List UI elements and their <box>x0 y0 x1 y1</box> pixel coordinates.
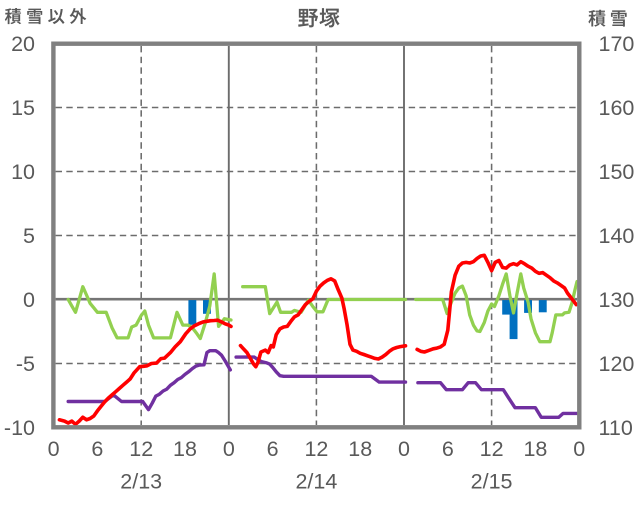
svg-text:12: 12 <box>129 437 153 461</box>
svg-text:150: 150 <box>599 160 635 184</box>
svg-text:10: 10 <box>11 160 35 184</box>
svg-text:20: 20 <box>11 32 35 56</box>
svg-text:-10: -10 <box>4 416 35 440</box>
svg-text:12: 12 <box>480 437 504 461</box>
svg-text:6: 6 <box>267 437 279 461</box>
svg-text:130: 130 <box>599 288 635 312</box>
svg-text:18: 18 <box>173 437 197 461</box>
svg-text:120: 120 <box>599 352 635 376</box>
svg-text:2/13: 2/13 <box>120 470 162 494</box>
svg-text:2/15: 2/15 <box>471 470 513 494</box>
svg-text:12: 12 <box>304 437 328 461</box>
svg-text:15: 15 <box>11 96 35 120</box>
svg-text:6: 6 <box>91 437 103 461</box>
svg-text:0: 0 <box>398 437 410 461</box>
svg-text:18: 18 <box>523 437 547 461</box>
svg-text:0: 0 <box>23 288 35 312</box>
svg-text:0: 0 <box>223 437 235 461</box>
svg-text:170: 170 <box>599 32 635 56</box>
svg-text:5: 5 <box>23 224 35 248</box>
svg-text:0: 0 <box>48 437 60 461</box>
svg-text:140: 140 <box>599 224 635 248</box>
svg-text:2/14: 2/14 <box>295 470 337 494</box>
svg-text:160: 160 <box>599 96 635 120</box>
svg-text:18: 18 <box>348 437 372 461</box>
svg-text:-5: -5 <box>16 352 35 376</box>
svg-text:6: 6 <box>442 437 454 461</box>
svg-text:0: 0 <box>573 437 585 461</box>
svg-text:110: 110 <box>599 416 633 440</box>
